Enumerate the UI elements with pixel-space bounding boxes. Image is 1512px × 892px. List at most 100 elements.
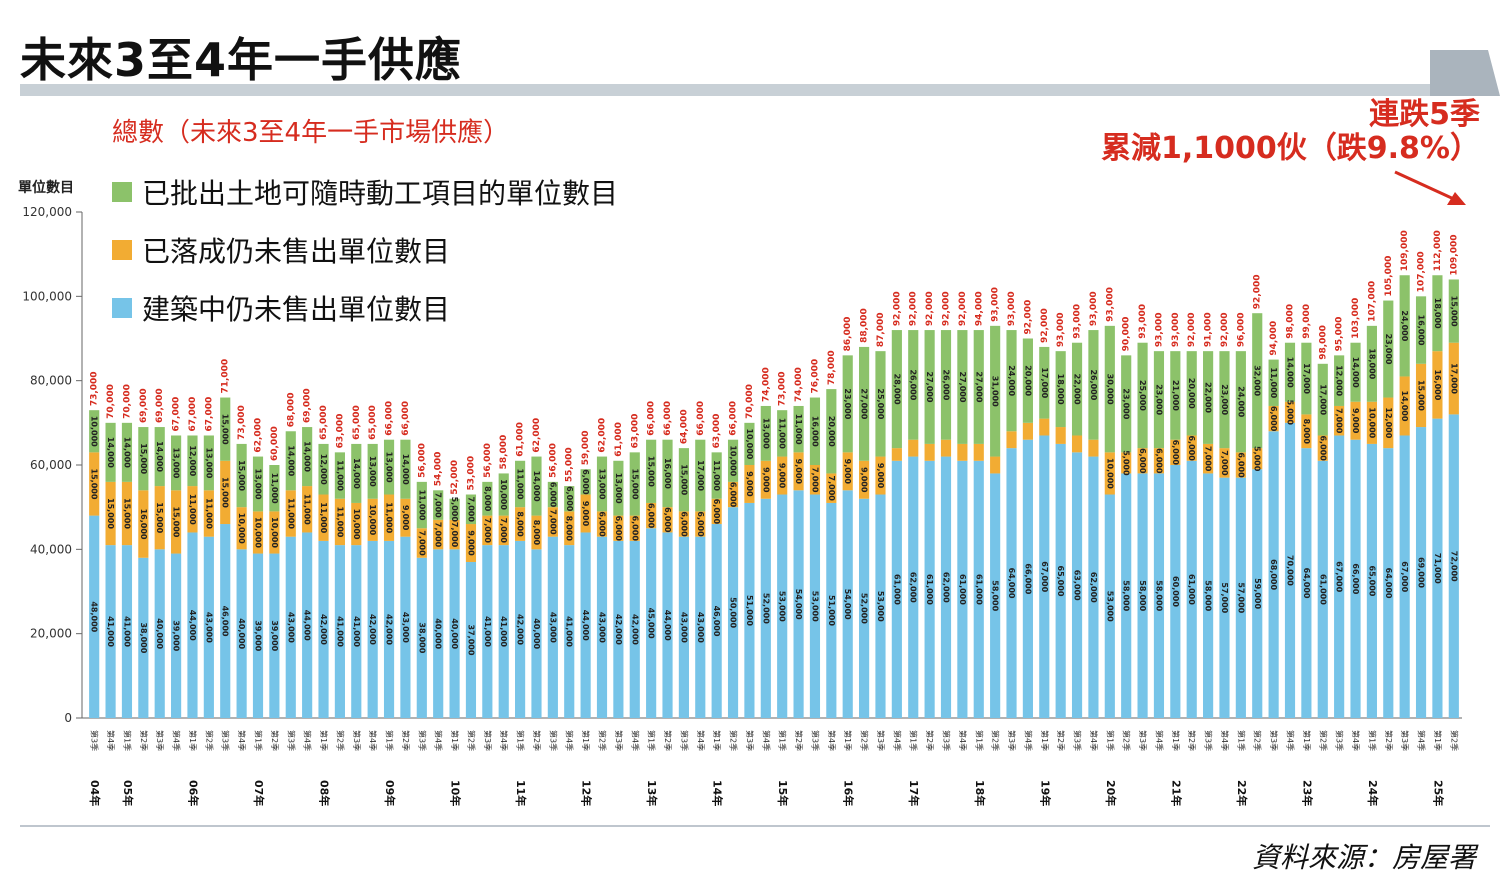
- segment-value-label: 9,000: [401, 505, 410, 531]
- bar-segment-orange: [1186, 435, 1197, 461]
- total-value-label: 56,000: [483, 443, 493, 478]
- bar-segment-green: [580, 469, 591, 495]
- segment-value-label: 22,000: [1204, 382, 1213, 413]
- bar-segment-blue: [1137, 473, 1148, 718]
- bar-segment-blue: [1301, 448, 1312, 718]
- segment-value-label: 9,000: [843, 459, 852, 485]
- bar-segment-orange: [580, 494, 591, 533]
- y-tick-label: 40,000: [30, 542, 72, 556]
- bar-segment-orange: [367, 498, 378, 541]
- x-tick-label: 第3季: [942, 730, 952, 751]
- bar-segment-orange: [154, 486, 165, 550]
- segment-value-label: 67,000: [1335, 561, 1344, 592]
- bar-segment-green: [1415, 296, 1427, 364]
- total-value-label: 66,000: [647, 401, 657, 436]
- segment-value-label: 13,000: [598, 469, 607, 500]
- bar-segment-green: [302, 427, 313, 487]
- segment-value-label: 11,000: [417, 490, 426, 521]
- bar-segment-blue: [252, 553, 264, 718]
- segment-value-label: 17,000: [696, 460, 705, 491]
- segment-value-label: 10,000: [254, 517, 263, 548]
- bar-segment-orange: [515, 507, 526, 541]
- bar-segment-green: [1350, 342, 1361, 402]
- total-value-label: 93,000: [1073, 304, 1083, 339]
- bar-segment-orange: [465, 524, 477, 562]
- x-tick-label: 第3季: [90, 730, 100, 751]
- segment-value-label: 58,000: [1204, 580, 1213, 611]
- bar-segment-orange: [383, 494, 395, 541]
- bar-segment-green: [187, 435, 198, 487]
- segment-value-label: 43,000: [286, 612, 295, 643]
- segment-value-label: 41,000: [499, 616, 508, 647]
- segment-value-label: 27,000: [974, 372, 983, 403]
- total-value-label: 92,000: [925, 291, 935, 326]
- total-value-label: 92,000: [1187, 312, 1197, 347]
- segment-value-label: 6,000: [581, 469, 590, 495]
- bar-segment-blue: [1448, 414, 1459, 718]
- segment-value-label: 42,000: [516, 614, 525, 645]
- bar-segment-blue: [891, 460, 902, 718]
- segment-value-label: 68,000: [1269, 559, 1278, 590]
- segment-value-label: 30,000: [1105, 374, 1114, 405]
- bar-segment-orange: [1203, 443, 1214, 474]
- bar-segment-orange: [1022, 422, 1033, 440]
- bar-segment-blue: [1415, 427, 1427, 718]
- x-tick-label: 第3季: [745, 730, 755, 751]
- total-value-label: 107,000: [1417, 251, 1427, 292]
- segment-value-label: 27,000: [925, 372, 934, 403]
- bar-segment-orange: [1137, 448, 1148, 474]
- segment-value-label: 41,000: [335, 616, 344, 647]
- segment-value-label: 6,000: [1236, 452, 1245, 478]
- x-tick-label: 第3季: [286, 730, 296, 751]
- segment-value-label: 62,000: [1089, 572, 1098, 603]
- bar-segment-green: [744, 422, 755, 465]
- segment-value-label: 10,000: [90, 416, 99, 447]
- bar-segment-blue: [515, 540, 526, 718]
- bar-segment-blue: [1366, 443, 1377, 718]
- bar-segment-orange: [351, 502, 362, 546]
- segment-value-label: 14,000: [155, 441, 164, 472]
- bar-segment-green: [1252, 313, 1263, 449]
- total-value-label: 92,000: [1253, 274, 1263, 309]
- segment-value-label: 61,000: [1187, 574, 1196, 605]
- bar-segment-blue: [1104, 494, 1115, 718]
- x-year-label: 06年: [186, 780, 200, 806]
- legend-item-green: 已批出土地可隨時動工項目的單位數目: [112, 172, 618, 212]
- total-value-label: 94,000: [1269, 321, 1279, 356]
- bar-segment-orange: [1432, 351, 1443, 419]
- segment-value-label: 53,000: [778, 591, 787, 622]
- x-year-label: 17年: [907, 780, 921, 806]
- bar-segment-green: [383, 439, 395, 495]
- x-tick-label: 第1季: [319, 730, 329, 751]
- bar-segment-green: [138, 427, 149, 491]
- x-tick-label: 第2季: [991, 730, 1001, 751]
- bar-segment-blue: [859, 498, 870, 718]
- bar-segment-green: [1284, 342, 1296, 402]
- total-value-label: 61,000: [614, 422, 624, 457]
- bar-segment-orange: [433, 519, 444, 550]
- segment-value-label: 61,000: [1318, 574, 1327, 605]
- bar-segment-orange: [89, 452, 100, 516]
- total-value-label: 69,000: [303, 388, 313, 423]
- segment-value-label: 24,000: [1400, 310, 1409, 341]
- bar-segment-green: [940, 330, 952, 440]
- bar-segment-orange: [1153, 448, 1165, 474]
- x-tick-label: 第1季: [1433, 730, 1443, 751]
- segment-value-label: 44,000: [188, 610, 197, 641]
- segment-value-label: 14,000: [106, 437, 115, 468]
- bar-segment-orange: [252, 511, 264, 554]
- x-tick-label: 第1季: [647, 730, 657, 751]
- segment-value-label: 7,000: [1204, 446, 1213, 472]
- bar-segment-blue: [678, 536, 689, 718]
- x-tick-label: 第1季: [1367, 730, 1377, 751]
- total-value-label: 63,000: [712, 414, 722, 449]
- x-year-label: 07年: [252, 780, 266, 806]
- legend-swatch-green: [112, 182, 132, 202]
- x-tick-label: 第4季: [565, 730, 575, 751]
- segment-value-label: 40,000: [237, 618, 246, 649]
- segment-value-label: 38,000: [139, 622, 148, 653]
- bar-segment-orange: [662, 507, 673, 533]
- x-tick-label: 第2季: [401, 730, 411, 751]
- total-value-label: 103,000: [1351, 298, 1361, 339]
- segment-value-label: 18,000: [1367, 348, 1376, 379]
